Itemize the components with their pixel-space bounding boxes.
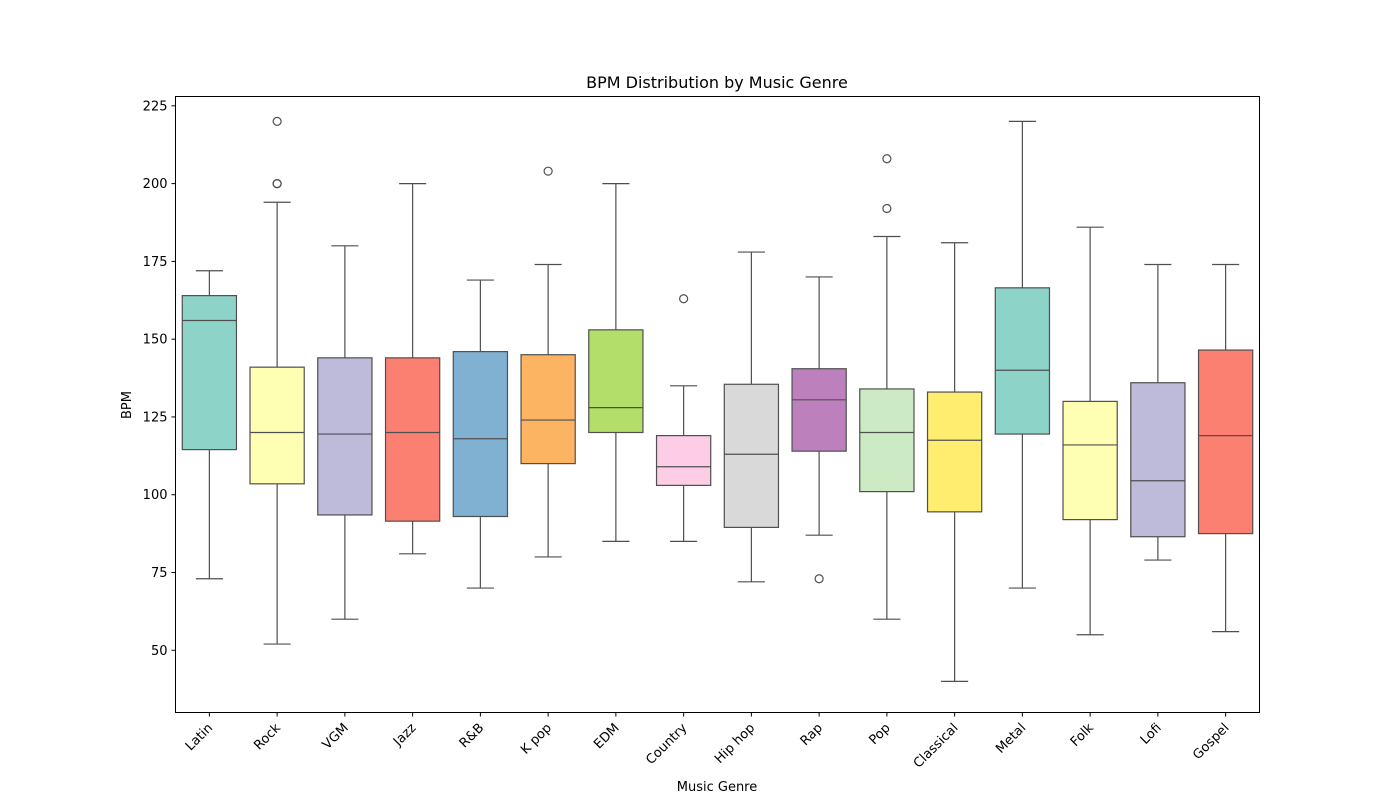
box-r-b [452,279,509,589]
x-tick-label: Country [643,721,690,768]
outlier-point [543,166,553,176]
iqr-box [1062,400,1118,521]
chart-title: BPM Distribution by Music Genre [586,73,848,92]
x-tick-label: Jazz [390,721,419,750]
x-tick-label: Classical [911,721,962,772]
box-rap [791,276,847,584]
box-lofi [1130,263,1186,561]
x-tick-label: EDM [591,721,622,752]
iqr-box [181,295,238,451]
x-tick-label: Pop [866,721,893,748]
iqr-box [520,354,576,465]
iqr-box [1197,349,1254,535]
y-tick-label: 225 [143,99,168,114]
iqr-box [317,357,373,516]
box-k-pop [520,166,576,558]
box-edm [588,183,644,542]
box-country [655,294,712,542]
box-folk [1062,226,1118,636]
y-tick-label: 50 [151,644,168,659]
iqr-box [384,357,441,522]
iqr-box [994,287,1051,435]
box-classical [926,242,983,682]
x-tick-label: Gospel [1190,721,1232,763]
iqr-box [452,351,509,518]
x-tick-label: Latin [183,721,216,754]
box-pop [859,154,915,620]
y-tick-label: 200 [143,177,168,192]
x-tick-label: K pop [518,721,555,758]
box-latin [181,270,238,580]
box-vgm [317,245,373,620]
y-tick-label: 75 [151,566,168,581]
iqr-box [588,329,644,434]
iqr-box [249,366,305,485]
y-tick-label: 125 [143,410,168,425]
box-rock [249,116,305,645]
y-axis: 50 75 100 125 150 175 200 225 [143,99,176,659]
x-tick-label: Lofi [1138,721,1165,748]
x-tick-label: Rap [798,721,826,749]
box-gospel [1197,263,1254,633]
iqr-box [791,368,847,452]
outlier-point [679,294,689,304]
outlier-point [272,179,282,189]
y-tick-label: 100 [143,488,168,503]
x-tick-label: Rock [251,720,284,753]
box-hip-hop [723,251,780,583]
x-axis-label: Music Genre [677,780,758,795]
x-tick-label: Hip hop [712,721,758,767]
iqr-box [926,391,983,513]
y-axis-label: BPM [120,391,135,419]
x-tick-label: VGM [320,721,352,753]
y-tick-label: 175 [143,255,168,270]
iqr-box [859,388,915,493]
box-metal [994,120,1051,589]
outlier-point [882,203,892,214]
y-tick-label: 150 [143,333,168,348]
outlier-point [272,116,282,126]
outlier-point [882,154,892,164]
box-jazz [384,183,441,555]
plot-area-frame [175,96,1260,713]
iqr-box [1130,382,1186,538]
x-tick-label: Folk [1068,720,1097,749]
x-tick-label: Metal [993,721,1029,757]
x-axis: Latin Rock VGM Jazz R&B K pop EDM Country Hip ho… [183,712,1232,772]
x-tick-label: R&B [457,721,487,751]
outlier-point [814,574,824,584]
iqr-box [655,435,712,486]
iqr-box [723,383,780,528]
box-series [181,116,1254,682]
